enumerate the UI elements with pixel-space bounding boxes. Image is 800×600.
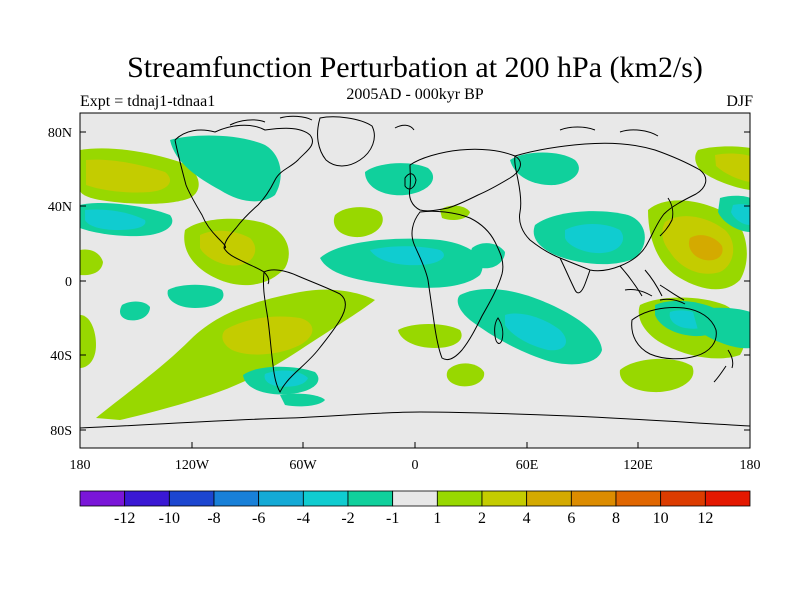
colorbar-label: -8 [207,510,220,527]
season-label: DJF [726,93,753,110]
colorbar-label: 1 [433,510,441,527]
colorbar-swatch [436,490,483,507]
coast-southeast-asia [619,265,685,301]
y-tick-label: 80S [50,424,72,439]
field-west-pacific-negative-core [85,209,146,230]
field-north-atlantic-negative [365,163,434,196]
x-tick-label: 120E [623,458,653,473]
field-africa-negative [470,243,505,269]
field-southeast-pacific-negative [167,284,224,308]
colorbar-label: -1 [386,510,399,527]
coast-new-zealand [713,349,734,383]
field-chile-negative [120,301,150,321]
coast-africa [411,210,504,361]
colorbar-swatch [704,490,751,507]
colorbar-label: 8 [612,510,620,527]
field-arctic-pacific-core [715,153,750,182]
coast-greenland [317,116,375,167]
field-south-atlantic-positive [398,324,462,348]
field-south-pacific-core [222,316,313,355]
y-tick-labels: 80N 40N 0 40S 80S [48,126,72,439]
field-west-pacific-peak [688,235,723,261]
colorbar-label: -2 [341,510,354,527]
colorbar-label: 4 [523,510,531,527]
coast-asia [514,142,707,272]
field-east-pacific-positive [80,249,103,276]
plot-title: Streamfunction Perturbation at 200 hPa (… [127,51,703,84]
coast-south-america [263,269,346,394]
field-mediterranean-positive [440,205,470,220]
field-east-siberia-negative-core [731,204,750,225]
coast-australia [631,307,717,360]
colorbar-swatch [258,490,304,507]
coast-india [559,257,591,294]
x-tick-label: 180 [70,458,91,473]
colorbar-label: 12 [697,510,713,527]
field-southern-ocean-negative [280,393,325,407]
colorbar-swatch [615,490,662,507]
field-north-america-negative [170,135,281,202]
x-tick-label: 0 [412,458,419,473]
colorbar-swatch [392,490,438,507]
x-tick-label: 60W [289,458,317,473]
y-tick-label: 80N [48,126,72,141]
field-siberia-negative [510,152,579,186]
axis-ticks [79,131,751,448]
experiment-label: Expt = tdnaj1-tdnaa1 [80,93,216,110]
x-tick-labels: 180 120W 60W 0 60E 120E 180 [70,458,761,473]
coast-north-america [174,124,313,285]
coast-japan [659,197,674,237]
field-asia-core [565,224,624,254]
colorbar-swatch [213,490,260,507]
coast-europe [409,148,521,212]
colorbar-label: 2 [478,510,486,527]
colorbar-label: -10 [159,510,180,527]
field-south-indian-positive [619,358,694,393]
field-south-africa-positive [446,363,485,387]
x-tick-label: 180 [740,458,761,473]
field-north-pacific-core [86,159,170,193]
field-tropical-atlantic-core [370,246,444,266]
coast-indonesia [624,289,686,305]
x-tick-label: 60E [516,458,539,473]
colorbar-swatch [79,490,126,507]
field-central-america-core [200,230,256,266]
colorbar-label: -4 [297,510,310,527]
y-tick-label: 0 [65,275,72,290]
colorbar-label: -12 [114,510,135,527]
colorbar-swatch [347,490,394,507]
colorbar-swatch [481,490,528,507]
colorbar-swatch [570,490,617,507]
contour-fields [80,115,750,429]
y-tick-label: 40N [48,200,72,215]
coast-uk [404,173,417,190]
colorbar-label: 6 [567,510,575,527]
field-indian-ocean-core [505,313,567,351]
colorbar-label: -6 [252,510,265,527]
coastlines [80,115,750,429]
y-tick-label: 40S [50,349,72,364]
colorbar-label: 10 [653,510,669,527]
field-south-america-core [264,370,308,387]
field-atlantic-positive [333,207,383,238]
map-panel: 180 120W 60W 0 60E 120E 180 80N 40N 0 40… [48,112,761,473]
colorbar-swatch [168,490,215,507]
x-tick-label: 120W [175,458,210,473]
plot-subtitle: 2005AD - 000kyr BP [346,86,484,103]
coast-antarctica [80,411,750,429]
colorbar: -12 -10 -8 -6 -4 -2 -1 1 2 4 6 8 10 12 [79,490,751,527]
colorbar-swatch [660,490,706,507]
coast-arctic-islands [229,115,659,137]
colorbar-swatch [124,490,170,507]
coast-madagascar [494,317,504,344]
colorbar-swatch [302,490,349,507]
colorbar-swatch [526,490,572,507]
